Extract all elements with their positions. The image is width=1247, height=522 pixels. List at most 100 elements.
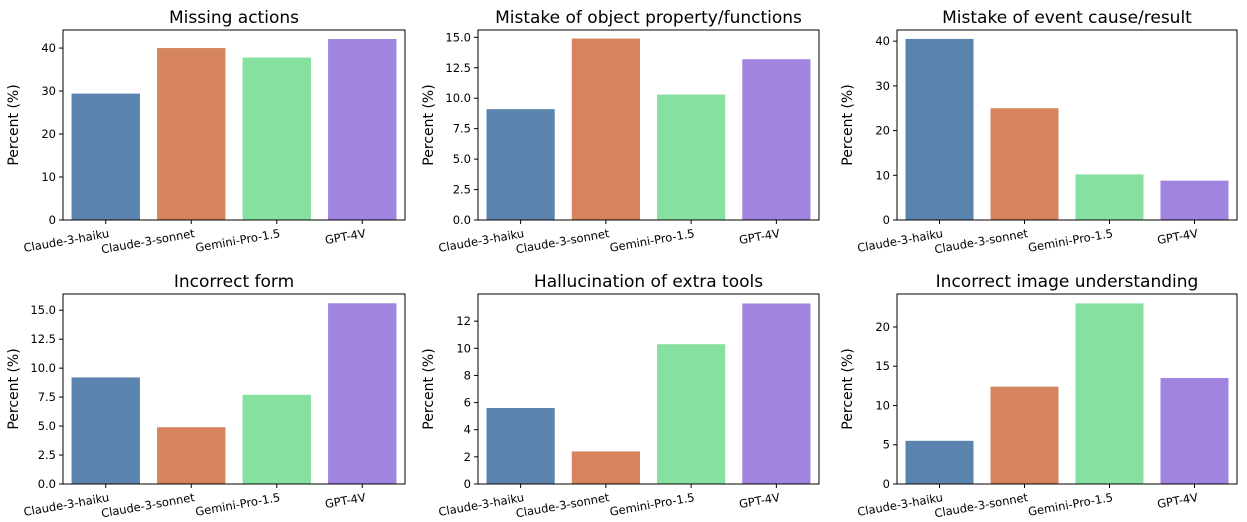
y-tick-label: 2.5 [38,448,56,462]
subplot-4: Incorrect form Percent (%) Claude-3-haikuC… [6,272,406,520]
chart-title: Hallucination of extra tools [534,272,763,292]
x-tick-label: Claude-3-haiku [22,226,110,255]
bar-gemini-pro-1-5[interactable] [242,57,311,221]
bar-claude-3-haiku[interactable] [486,408,555,484]
bar-claude-3-haiku[interactable] [71,93,140,220]
y-tick-label: 10 [875,398,890,412]
y-tick-label: 15.0 [445,30,471,44]
bar-claude-3-sonnet[interactable] [571,451,640,484]
y-axis-label: Percent (%) [840,348,856,429]
bar-gemini-pro-1-5[interactable] [1075,303,1144,484]
bar-gpt-4v[interactable] [328,39,397,221]
bar-gpt-4v[interactable] [742,59,811,220]
chart-title: Incorrect image understanding [936,272,1199,292]
plot-frame [62,293,406,485]
bar-gpt-4v[interactable] [742,303,811,485]
x-tick-label: Claude-3-sonnet [100,226,196,256]
y-tick-label: 0 [464,477,471,491]
y-axis-label: Percent (%) [6,84,22,165]
x-tick-label: Gemini-Pro-1.5 [609,490,696,519]
bar-claude-3-sonnet[interactable] [157,48,226,221]
y-tick-label: 30 [41,84,56,98]
y-tick-label: 4 [464,423,471,437]
y-tick-label: 10.0 [30,361,56,375]
y-tick-label: 40 [875,34,890,48]
plot-frame [896,29,1238,221]
x-tick-label: Claude-3-haiku [856,490,944,519]
x-tick-label: Gemini-Pro-1.5 [1027,490,1114,519]
chart-title: Incorrect form [174,272,294,292]
y-tick-label: 12.5 [445,61,471,75]
bar-claude-3-haiku[interactable] [486,109,555,220]
y-tick-label: 15.0 [30,303,56,317]
y-tick-label: 0.0 [38,477,56,491]
x-tick-label: Claude-3-sonnet [100,490,196,520]
bar-gemini-pro-1-5[interactable] [657,94,726,220]
y-tick-label: 2 [464,450,471,464]
y-axis-label: Percent (%) [421,348,437,429]
y-axis-label: Percent (%) [421,84,437,165]
y-tick-label: 10 [456,341,471,355]
plot-frame [477,29,820,221]
y-tick-label: 5.0 [38,419,56,433]
bar-gemini-pro-1-5[interactable] [1075,174,1144,220]
subplot-5: Hallucination of extra tools Percent (%) C… [421,272,820,520]
bar-claude-3-haiku[interactable] [905,38,974,220]
plot-frame [477,293,820,485]
bar-claude-3-haiku[interactable] [905,440,974,484]
x-tick-label: Claude-3-sonnet [515,490,611,520]
x-tick-label: Claude-3-haiku [437,490,525,519]
bar-claude-3-sonnet[interactable] [571,38,640,221]
bar-claude-3-haiku[interactable] [71,377,140,484]
y-tick-label: 8 [464,368,471,382]
y-tick-label: 40 [41,41,56,55]
x-tick-label: GPT-4V [738,490,781,511]
x-tick-label: GPT-4V [324,490,367,511]
plot-frame [896,293,1238,485]
y-tick-label: 20 [875,124,890,138]
subplot-6: Incorrect image understanding Percent (%)… [840,272,1238,520]
bar-gpt-4v[interactable] [328,303,397,484]
subplot-2: Mistake of object property/functions Perc… [421,8,820,256]
plot-frame [62,29,406,221]
y-tick-label: 12.5 [30,332,56,346]
bar-gpt-4v[interactable] [1160,180,1229,220]
y-tick-label: 0.0 [453,213,471,227]
x-tick-label: Claude-3-sonnet [933,490,1029,520]
y-axis-label: Percent (%) [6,348,22,429]
bar-gpt-4v[interactable] [1160,378,1229,484]
x-tick-label: Claude-3-haiku [437,226,525,255]
y-tick-label: 20 [875,320,890,334]
y-tick-label: 10 [41,170,56,184]
x-tick-label: Claude-3-haiku [22,490,110,519]
x-tick-label: GPT-4V [324,226,367,247]
x-tick-label: GPT-4V [1156,490,1199,511]
x-tick-label: Claude-3-sonnet [515,226,611,256]
bar-claude-3-sonnet[interactable] [990,386,1059,484]
bar-claude-3-sonnet[interactable] [990,108,1059,220]
x-tick-label: Gemini-Pro-1.5 [609,226,696,255]
y-tick-label: 7.5 [38,390,56,404]
chart-title: Mistake of object property/functions [495,8,802,28]
chart-title: Missing actions [169,8,299,28]
y-tick-label: 2.5 [453,183,471,197]
x-tick-label: Gemini-Pro-1.5 [194,490,281,519]
subplot-3: Mistake of event cause/result Percent (%)… [840,8,1238,256]
y-tick-label: 0 [883,213,890,227]
bar-gemini-pro-1-5[interactable] [242,394,311,484]
y-tick-label: 7.5 [453,122,471,136]
y-tick-label: 10.0 [445,91,471,105]
y-tick-label: 5 [883,438,890,452]
x-tick-label: Gemini-Pro-1.5 [1027,226,1114,255]
bar-claude-3-sonnet[interactable] [157,427,226,484]
x-tick-label: GPT-4V [1156,226,1199,247]
y-tick-label: 0 [49,213,56,227]
x-tick-label: GPT-4V [738,226,781,247]
y-tick-label: 30 [875,79,890,93]
y-tick-label: 12 [456,314,471,328]
y-tick-label: 15 [875,359,890,373]
y-tick-label: 20 [41,127,56,141]
y-tick-label: 0 [883,477,890,491]
bar-gemini-pro-1-5[interactable] [657,344,726,484]
